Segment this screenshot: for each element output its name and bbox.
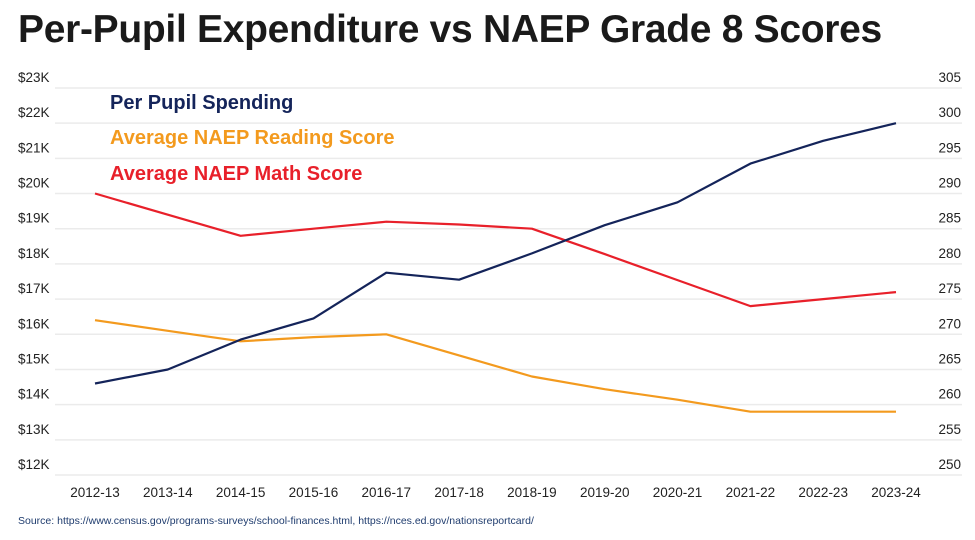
x-tick-label: 2021-22 [726,485,776,500]
chart-title: Per-Pupil Expenditure vs NAEP Grade 8 Sc… [18,8,882,51]
x-axis-ticks: 2012-13 2013-14 2014-15 2015-16 2016-17 2017-… [70,485,921,500]
right-tick-label: 275 [938,281,961,296]
x-tick-label: 2015-16 [289,485,339,500]
x-tick-label: 2012-13 [70,485,120,500]
left-tick-label: $18K [18,246,50,261]
left-tick-label: $12K [18,457,50,472]
left-tick-label: $20K [18,176,50,191]
right-tick-label: 300 [938,105,961,120]
left-axis-ticks: $23K $22K $21K $20K $19K $18K $17K $16K $15K $14K… [18,70,50,472]
legend-entry: Per Pupil Spending [110,92,293,114]
left-tick-label: $19K [18,211,50,226]
x-tick-label: 2018-19 [507,485,557,500]
right-tick-label: 295 [938,140,961,155]
x-tick-label: 2016-17 [361,485,411,500]
left-tick-label: $14K [18,387,50,402]
source-note: Source: https://www.census.gov/programs-… [18,515,534,527]
x-tick-label: 2014-15 [216,485,266,500]
x-tick-label: 2013-14 [143,485,193,500]
legend: Per Pupil Spending Average NAEP Reading S… [110,92,395,185]
series-lines [94,122,897,413]
x-tick-label: 2019-20 [580,485,630,500]
left-tick-label: $21K [18,140,50,155]
x-tick-label: 2023-24 [871,485,921,500]
x-tick-label: 2022-23 [798,485,848,500]
left-tick-label: $17K [18,281,50,296]
right-tick-label: 255 [938,422,961,437]
right-tick-label: 285 [938,211,961,226]
right-tick-label: 260 [938,387,961,402]
right-tick-label: 270 [938,316,961,331]
series-line-average-naep-math-score [94,192,897,308]
right-axis-ticks: 305 300 295 290 285 280 275 270 265 260 255 250 [938,70,961,472]
right-tick-label: 305 [938,70,961,85]
x-tick-label: 2020-21 [653,485,703,500]
series-line-average-naep-reading-score [94,319,896,413]
left-tick-label: $23K [18,70,50,85]
legend-entry: Average NAEP Reading Score [110,127,395,149]
series-line-per-pupil-spending [94,122,897,385]
left-tick-label: $16K [18,316,50,331]
right-tick-label: 265 [938,351,961,366]
left-tick-label: $13K [18,422,50,437]
right-tick-label: 290 [938,176,961,191]
left-tick-label: $15K [18,351,50,366]
gridlines [55,87,962,476]
right-tick-label: 250 [938,457,961,472]
legend-entry: Average NAEP Math Score [110,163,362,185]
right-tick-label: 280 [938,246,961,261]
left-tick-label: $22K [18,105,50,120]
x-tick-label: 2017-18 [434,485,484,500]
